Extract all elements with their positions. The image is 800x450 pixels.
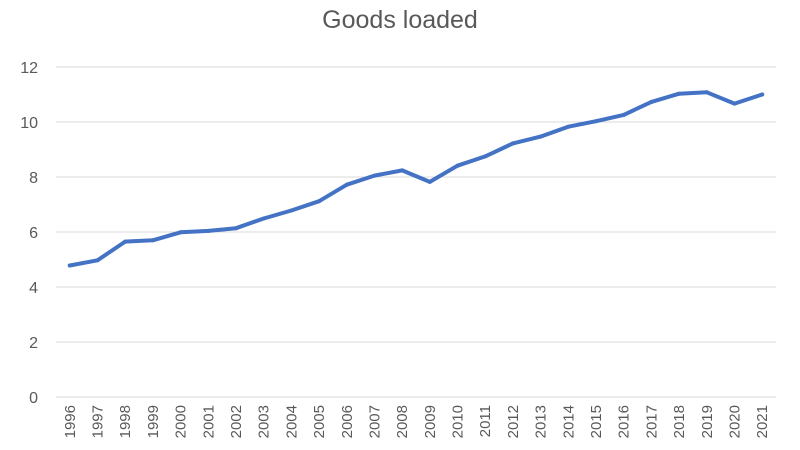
- x-tick-label: 2003: [256, 405, 273, 438]
- x-tick-label: 1996: [62, 405, 79, 438]
- y-tick-label: 12: [20, 60, 38, 77]
- y-tick-label: 2: [29, 335, 38, 352]
- data-point: [372, 173, 377, 178]
- data-point: [234, 226, 238, 231]
- x-tick-label: 1997: [90, 405, 107, 438]
- data-point: [178, 230, 183, 235]
- y-tick-label: 10: [20, 115, 38, 132]
- data-point: [261, 216, 266, 221]
- x-tick-label: 2006: [339, 405, 356, 438]
- data-point: [400, 168, 405, 173]
- data-point: [95, 258, 100, 263]
- data-point: [427, 179, 432, 184]
- x-tick-label: 2013: [533, 405, 550, 438]
- y-tick-label: 4: [29, 280, 38, 297]
- data-point: [566, 124, 571, 129]
- x-tick-label: 2010: [450, 405, 467, 438]
- data-point: [150, 238, 155, 243]
- x-tick-label: 1999: [145, 405, 162, 438]
- data-point: [123, 239, 128, 244]
- y-tick-label: 0: [29, 390, 38, 407]
- x-tick-label: 2018: [671, 405, 688, 438]
- x-tick-label: 2019: [699, 405, 716, 438]
- x-tick-label: 2020: [726, 405, 743, 438]
- data-point: [649, 99, 654, 104]
- y-tick-label: 6: [29, 225, 38, 242]
- x-tick-label: 2004: [283, 405, 300, 438]
- data-point: [317, 199, 322, 204]
- chart-title: Goods loaded: [322, 6, 478, 34]
- data-point: [455, 163, 460, 168]
- x-tick-label: 2014: [560, 405, 577, 438]
- x-tick-label: 2000: [173, 405, 190, 438]
- data-point: [677, 91, 682, 96]
- x-tick-label: 2016: [616, 405, 633, 438]
- data-point: [732, 101, 737, 106]
- x-tick-label: 2012: [505, 405, 522, 438]
- gridlines: [56, 66, 776, 398]
- data-point: [206, 228, 211, 233]
- y-axis-ticks: 0 2 4 6 8 10 12: [20, 60, 38, 407]
- data-point: [621, 112, 626, 117]
- x-tick-label: 2008: [394, 405, 411, 438]
- data-point: [67, 263, 72, 268]
- data-point: [538, 134, 543, 139]
- data-point: [344, 182, 349, 187]
- data-point: [704, 90, 709, 95]
- data-point: [760, 92, 765, 97]
- data-point: [594, 119, 598, 124]
- x-tick-label: 2021: [754, 405, 771, 438]
- series-line: [67, 90, 765, 268]
- x-tick-label: 2002: [228, 405, 245, 438]
- x-axis-ticks: 1996 1997 1998 1999 2000 2001 2002 2003 2004 2005…: [62, 405, 771, 438]
- x-tick-label: 2011: [477, 405, 494, 437]
- x-tick-label: 2001: [200, 405, 217, 438]
- y-tick-label: 8: [29, 170, 38, 187]
- data-point: [289, 208, 294, 213]
- x-tick-label: 2009: [422, 405, 439, 438]
- x-tick-label: 2007: [366, 405, 383, 438]
- x-tick-label: 2015: [588, 405, 605, 438]
- x-tick-label: 2005: [311, 405, 328, 438]
- data-point: [483, 154, 488, 159]
- data-point: [510, 141, 515, 146]
- x-tick-label: 1998: [117, 405, 134, 438]
- series-group: [67, 90, 765, 268]
- x-tick-label: 2017: [643, 405, 660, 438]
